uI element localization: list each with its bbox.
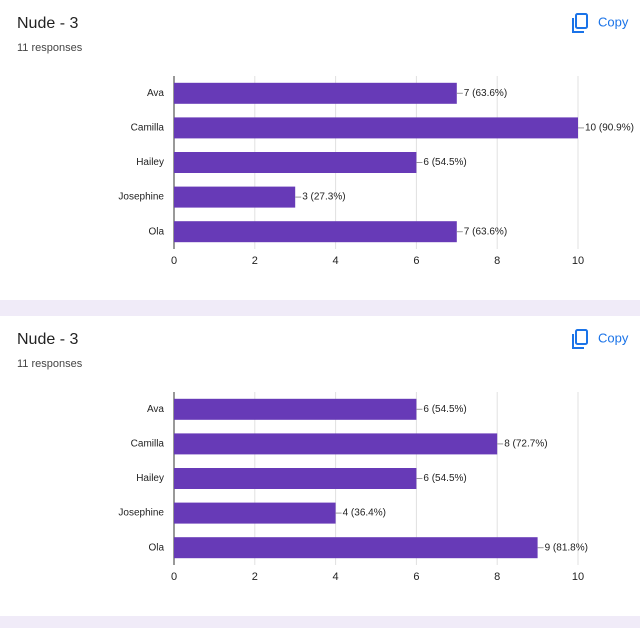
value-label: 6 (54.5%) <box>423 404 466 415</box>
x-tick-label: 4 <box>333 571 339 583</box>
response-count: 11 responses <box>17 358 83 370</box>
chart: Nude - 3 11 responses Copy 0 2 4 6 8 10 Ava 7 (63.… <box>17 13 634 267</box>
bar <box>174 117 578 139</box>
value-label: 8 (72.7%) <box>504 439 547 450</box>
bar <box>174 82 457 104</box>
y-tick-label: Josephine <box>118 192 164 203</box>
x-tick-label: 2 <box>252 571 258 583</box>
chart: Nude - 3 11 responses Copy 0 2 4 6 8 10 Ava 6 (54.… <box>17 329 629 583</box>
value-label: 4 (36.4%) <box>343 508 386 519</box>
bar <box>174 433 498 455</box>
bar <box>174 537 538 559</box>
value-label: 6 (54.5%) <box>423 473 466 484</box>
bar <box>174 152 417 173</box>
value-label: 10 (90.9%) <box>585 123 634 134</box>
y-tick-label: Camilla <box>131 439 165 450</box>
y-tick-label: Ola <box>148 226 164 237</box>
bar <box>174 186 296 208</box>
bar <box>174 221 457 243</box>
value-label: 6 (54.5%) <box>423 157 466 168</box>
copy-icon <box>572 18 584 33</box>
copy-icon <box>575 329 588 345</box>
value-label: 7 (63.6%) <box>464 88 507 99</box>
value-label: 3 (27.3%) <box>302 192 345 203</box>
x-tick-label: 4 <box>333 255 339 267</box>
y-tick-label: Josephine <box>118 508 164 519</box>
y-tick-label: Ava <box>147 88 164 99</box>
copy-label: Copy <box>598 330 629 345</box>
copy-label: Copy <box>598 14 629 29</box>
x-tick-label: 0 <box>171 571 177 583</box>
question-title: Nude - 3 <box>17 331 78 348</box>
copy-icon <box>575 13 588 29</box>
x-tick-label: 8 <box>494 571 500 583</box>
y-tick-label: Hailey <box>136 473 164 484</box>
x-tick-label: 0 <box>171 255 177 267</box>
question-card: Nude - 3 11 responses Copy 0 2 4 6 8 10 Ava 7 (63.… <box>0 0 640 300</box>
copy-button[interactable]: Copy <box>572 13 629 33</box>
x-tick-label: 8 <box>494 255 500 267</box>
y-tick-label: Camilla <box>131 123 165 134</box>
question-title: Nude - 3 <box>17 15 78 32</box>
x-tick-label: 10 <box>572 255 584 267</box>
bar <box>174 502 336 524</box>
bar <box>174 398 417 420</box>
x-tick-label: 10 <box>572 571 584 583</box>
y-tick-label: Ava <box>147 404 164 415</box>
y-tick-label: Hailey <box>136 157 164 168</box>
value-label: 7 (63.6%) <box>464 226 507 237</box>
copy-button[interactable]: Copy <box>572 329 629 349</box>
x-tick-label: 6 <box>413 255 419 267</box>
copy-icon <box>572 334 584 349</box>
question-card: Nude - 3 11 responses Copy 0 2 4 6 8 10 Ava 6 (54.… <box>0 316 640 616</box>
x-tick-label: 6 <box>413 571 419 583</box>
value-label: 9 (81.8%) <box>545 542 588 553</box>
x-tick-label: 2 <box>252 255 258 267</box>
y-tick-label: Ola <box>148 542 164 553</box>
response-count: 11 responses <box>17 42 83 54</box>
bar <box>174 468 417 489</box>
